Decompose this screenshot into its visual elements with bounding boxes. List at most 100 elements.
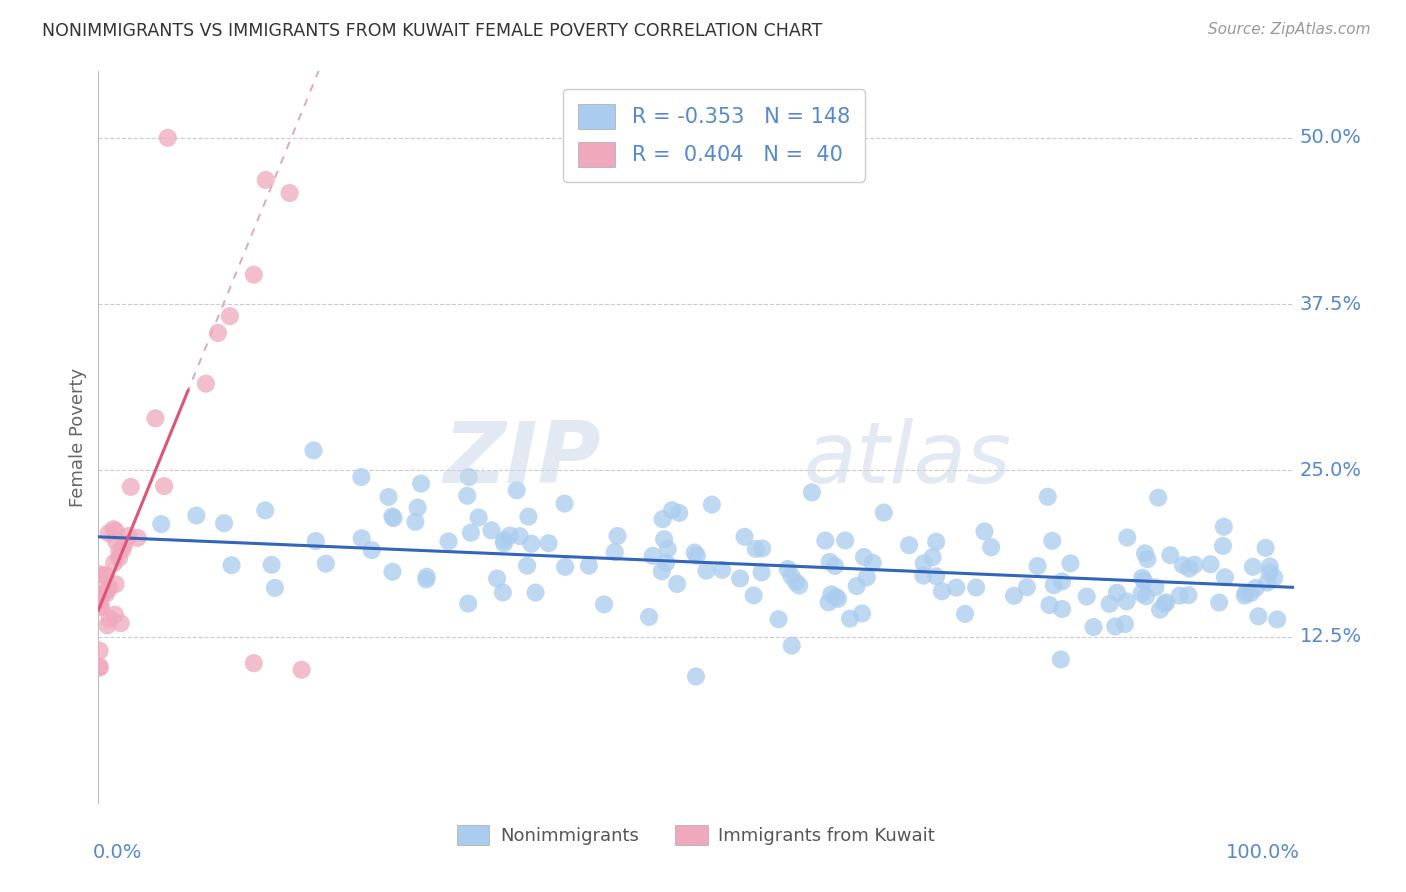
Point bbox=[1050, 574, 1073, 589]
Point bbox=[186, 508, 208, 523]
Point bbox=[825, 590, 848, 604]
Point bbox=[492, 536, 515, 550]
Point bbox=[506, 483, 529, 498]
Point bbox=[456, 489, 478, 503]
Point bbox=[1130, 571, 1153, 585]
Point bbox=[1026, 559, 1049, 574]
Point bbox=[153, 479, 176, 493]
Point bbox=[1043, 578, 1066, 592]
Point bbox=[1199, 558, 1222, 572]
Point bbox=[360, 543, 382, 558]
Point bbox=[97, 526, 120, 541]
Point bbox=[219, 309, 242, 323]
Point bbox=[603, 545, 626, 559]
Point bbox=[120, 480, 142, 494]
Point bbox=[89, 593, 111, 607]
Point bbox=[912, 568, 935, 582]
Point bbox=[486, 572, 509, 586]
Point bbox=[965, 581, 987, 595]
Point bbox=[243, 656, 266, 670]
Point bbox=[1168, 589, 1191, 603]
Point bbox=[460, 525, 482, 540]
Point bbox=[787, 578, 810, 592]
Point bbox=[104, 607, 127, 622]
Point bbox=[1133, 546, 1156, 560]
Point bbox=[1059, 557, 1081, 571]
Point bbox=[1049, 652, 1071, 666]
Point bbox=[103, 556, 125, 570]
Point bbox=[606, 529, 628, 543]
Point bbox=[1244, 581, 1267, 595]
Text: 100.0%: 100.0% bbox=[1226, 843, 1299, 862]
Point bbox=[1153, 597, 1175, 611]
Point bbox=[517, 509, 540, 524]
Point bbox=[711, 563, 734, 577]
Point bbox=[212, 516, 235, 531]
Point bbox=[264, 581, 287, 595]
Point bbox=[437, 534, 460, 549]
Point bbox=[96, 618, 118, 632]
Point bbox=[1265, 612, 1288, 626]
Point bbox=[853, 550, 876, 565]
Point bbox=[862, 556, 884, 570]
Point bbox=[1144, 580, 1167, 594]
Point bbox=[1050, 602, 1073, 616]
Point bbox=[1076, 590, 1098, 604]
Point bbox=[845, 579, 868, 593]
Text: ZIP: ZIP bbox=[443, 417, 600, 500]
Point bbox=[156, 131, 179, 145]
Point bbox=[638, 610, 661, 624]
Point bbox=[814, 533, 837, 548]
Point bbox=[925, 534, 948, 549]
Point bbox=[751, 541, 773, 556]
Point bbox=[1116, 531, 1139, 545]
Point bbox=[93, 568, 115, 582]
Point bbox=[1159, 548, 1181, 562]
Point bbox=[554, 497, 576, 511]
Point bbox=[593, 598, 616, 612]
Point bbox=[818, 555, 841, 569]
Point bbox=[1258, 566, 1281, 580]
Point bbox=[1038, 598, 1060, 612]
Point bbox=[817, 595, 839, 609]
Point bbox=[1114, 617, 1136, 632]
Point bbox=[127, 531, 149, 545]
Text: atlas: atlas bbox=[804, 417, 1011, 500]
Point bbox=[655, 556, 678, 570]
Point bbox=[207, 326, 229, 340]
Point bbox=[1234, 586, 1257, 600]
Point bbox=[315, 557, 337, 571]
Point bbox=[578, 558, 600, 573]
Point bbox=[1263, 570, 1285, 584]
Point bbox=[1254, 541, 1277, 555]
Point bbox=[1036, 490, 1059, 504]
Point bbox=[657, 541, 679, 556]
Point bbox=[912, 556, 935, 570]
Point bbox=[278, 186, 301, 200]
Point bbox=[1184, 558, 1206, 572]
Point bbox=[824, 558, 846, 573]
Point bbox=[94, 568, 117, 582]
Point bbox=[415, 573, 437, 587]
Text: 25.0%: 25.0% bbox=[1299, 461, 1361, 480]
Point bbox=[1171, 558, 1194, 573]
Point bbox=[554, 559, 576, 574]
Point bbox=[668, 506, 690, 520]
Point bbox=[458, 470, 481, 484]
Point bbox=[243, 268, 266, 282]
Point bbox=[254, 173, 277, 187]
Point bbox=[524, 585, 547, 599]
Point bbox=[768, 612, 790, 626]
Point bbox=[945, 581, 967, 595]
Point bbox=[112, 537, 135, 551]
Point bbox=[1258, 559, 1281, 574]
Point bbox=[98, 581, 121, 595]
Point bbox=[89, 599, 111, 613]
Point bbox=[953, 607, 976, 621]
Point bbox=[221, 558, 243, 573]
Point bbox=[1256, 575, 1278, 590]
Point bbox=[1115, 594, 1137, 608]
Point bbox=[254, 503, 277, 517]
Point bbox=[776, 562, 799, 576]
Point bbox=[110, 616, 132, 631]
